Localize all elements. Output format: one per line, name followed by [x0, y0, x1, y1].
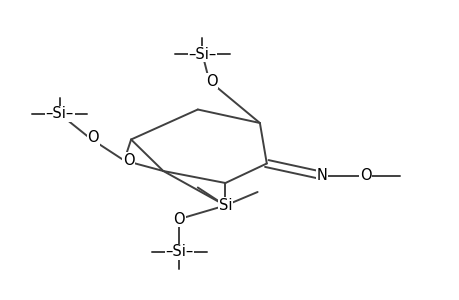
Text: O: O: [123, 153, 134, 168]
Text: –Si–: –Si–: [45, 106, 74, 122]
Text: Si: Si: [218, 198, 232, 213]
Text: –Si–: –Si–: [165, 244, 193, 260]
Text: N: N: [316, 168, 327, 183]
Text: O: O: [173, 212, 185, 226]
Text: –Si–: –Si–: [188, 46, 216, 62]
Text: O: O: [205, 74, 217, 88]
Text: O: O: [87, 130, 99, 146]
Text: O: O: [359, 168, 371, 183]
